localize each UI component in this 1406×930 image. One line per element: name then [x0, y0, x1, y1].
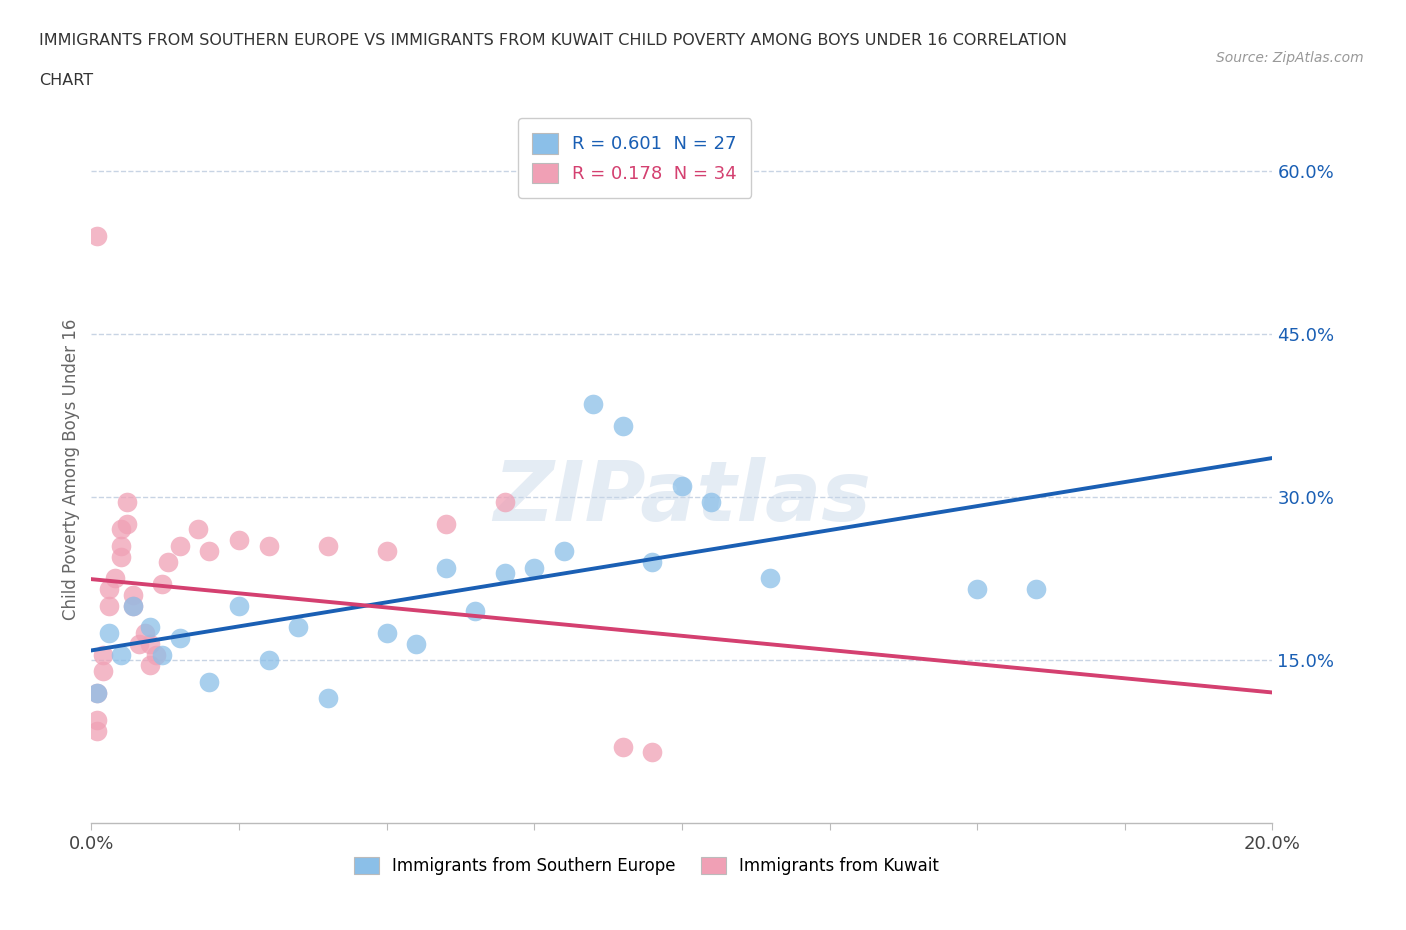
Point: [115, 516, 138, 531]
Point: [671, 479, 693, 494]
Point: [98, 582, 121, 597]
Point: [98, 598, 121, 613]
Point: [1025, 582, 1047, 597]
Point: [434, 560, 457, 575]
Point: [169, 538, 191, 553]
Point: [150, 577, 173, 591]
Point: [966, 582, 988, 597]
Text: IMMIGRANTS FROM SOUTHERN EUROPE VS IMMIGRANTS FROM KUWAIT CHILD POVERTY AMONG BO: IMMIGRANTS FROM SOUTHERN EUROPE VS IMMIG…: [39, 33, 1067, 47]
Legend: Immigrants from Southern Europe, Immigrants from Kuwait: Immigrants from Southern Europe, Immigra…: [347, 850, 946, 882]
Point: [169, 631, 191, 645]
Y-axis label: Child Poverty Among Boys Under 16: Child Poverty Among Boys Under 16: [62, 319, 80, 620]
Point: [139, 658, 162, 672]
Point: [494, 565, 516, 580]
Point: [110, 647, 132, 662]
Point: [187, 522, 209, 537]
Point: [139, 620, 162, 635]
Point: [86, 685, 108, 700]
Point: [641, 554, 664, 569]
Point: [257, 653, 280, 668]
Point: [86, 229, 108, 244]
Point: [700, 495, 723, 510]
Point: [121, 598, 143, 613]
Point: [86, 724, 108, 738]
Point: [86, 685, 108, 700]
Point: [582, 397, 605, 412]
Point: [121, 598, 143, 613]
Text: CHART: CHART: [39, 73, 93, 87]
Point: [98, 625, 121, 640]
Point: [115, 495, 138, 510]
Point: [612, 418, 634, 433]
Point: [375, 544, 398, 559]
Point: [139, 636, 162, 651]
Point: [86, 712, 108, 727]
Point: [150, 647, 173, 662]
Point: [612, 739, 634, 754]
Point: [287, 620, 309, 635]
Point: [316, 691, 339, 706]
Text: Source: ZipAtlas.com: Source: ZipAtlas.com: [1216, 51, 1364, 65]
Point: [128, 636, 150, 651]
Point: [405, 636, 427, 651]
Point: [121, 587, 143, 602]
Point: [104, 571, 127, 586]
Point: [523, 560, 546, 575]
Point: [157, 554, 180, 569]
Point: [198, 544, 221, 559]
Point: [316, 538, 339, 553]
Point: [134, 625, 156, 640]
Point: [91, 647, 114, 662]
Point: [110, 550, 132, 565]
Point: [641, 745, 664, 760]
Point: [553, 544, 575, 559]
Point: [91, 663, 114, 678]
Point: [375, 625, 398, 640]
Point: [257, 538, 280, 553]
Point: [228, 533, 250, 548]
Point: [759, 571, 782, 586]
Point: [494, 495, 516, 510]
Point: [198, 674, 221, 689]
Point: [110, 538, 132, 553]
Point: [434, 516, 457, 531]
Text: ZIPatlas: ZIPatlas: [494, 458, 870, 538]
Point: [110, 522, 132, 537]
Point: [464, 604, 486, 618]
Point: [145, 647, 167, 662]
Point: [228, 598, 250, 613]
